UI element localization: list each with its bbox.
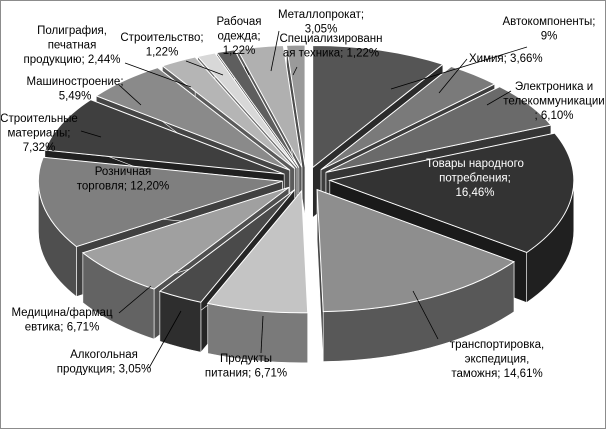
data-label-line: евтика; 6,71% (25, 322, 100, 334)
slice-4 (316, 188, 516, 313)
data-label-line: Автокомпоненты; (503, 16, 596, 28)
data-label-line: Алкогольная (70, 349, 138, 361)
leader-line-11 (124, 62, 192, 88)
data-label-13: Рабочая одежда; 1,22% (216, 16, 261, 57)
leader-line-12 (185, 60, 224, 76)
data-label-10: Машиностроение; 5,49% (26, 76, 123, 103)
data-label-line: материалы; (8, 128, 71, 140)
data-label-line: Розничная (95, 166, 151, 178)
slice-0 (312, 44, 444, 169)
data-label-line: Продукты (220, 353, 272, 365)
data-label-9: Строительные материалы; 7,32% (1, 113, 78, 154)
data-label-line: Медицина/фармац (11, 307, 112, 319)
data-label-line: экспедиция, (465, 354, 530, 366)
data-label-line: Химия; 3,66% (469, 53, 543, 65)
data-label-15: Специализированн ая техника; 1,22% (279, 33, 382, 60)
data-label-line: Полиграфия, (37, 25, 107, 37)
data-label-line: Металлопрокат; (278, 9, 364, 21)
data-label-line: Машиностроение; (26, 76, 123, 88)
slice-13 (215, 49, 300, 168)
data-label-line: 7,32% (23, 142, 56, 154)
leader-line-15 (292, 66, 298, 76)
data-label-line: телекоммуникации (503, 96, 604, 108)
data-label-line: питания; 6,71% (205, 368, 287, 380)
data-label-line: 3,05% (305, 24, 338, 36)
data-label-line: Товары народного (426, 158, 524, 170)
slice-2 (325, 86, 552, 173)
data-label-12: Строительство; 1,22% (120, 32, 203, 59)
slice-10 (95, 67, 291, 171)
data-label-line: продукция; 3,05% (57, 364, 152, 376)
data-label-line: 1,22% (146, 47, 179, 59)
data-label-line: печатная (48, 40, 97, 52)
data-label-4: транспортировка, экспедиция, таможня; 14,6… (450, 339, 544, 380)
slice-7 (81, 186, 290, 290)
data-labels: Автокомпоненты; 9% Химия; 3,66% Электроника… (1, 9, 605, 380)
slice-12 (196, 52, 298, 169)
data-label-line: Рабочая (216, 16, 261, 28)
data-label-line: таможня; 14,61% (451, 368, 542, 380)
data-label-line: торговля; 12,20% (77, 181, 169, 193)
slice-5 (206, 189, 309, 314)
leader-line-13 (244, 66, 250, 76)
data-label-line: 1,22% (223, 45, 256, 57)
data-label-line: продукцию; 2,44% (24, 54, 121, 66)
slice-6 (158, 189, 296, 303)
leader-line-10 (118, 84, 142, 106)
leader-line-4 (412, 290, 439, 340)
data-label-line: 9% (541, 31, 558, 43)
leader-lines (80, 30, 528, 369)
slice-1 (320, 65, 496, 171)
data-label-line: Строительные (1, 113, 78, 125)
data-label-6: Алкогольная продукция; 3,05% (57, 349, 152, 376)
slice-3 (328, 132, 575, 254)
data-label-5: Продукты питания; 6,71% (205, 353, 287, 380)
data-label-line: Специализированн (279, 33, 382, 45)
data-label-line: Строительство; (120, 32, 203, 44)
data-label-line: ; 6,10% (535, 110, 574, 122)
data-label-line: одежда; (217, 31, 260, 43)
leader-line-1 (438, 58, 468, 94)
slice-9 (44, 99, 285, 175)
slice-tops (37, 44, 575, 314)
slice-15 (285, 44, 306, 168)
slice-14 (236, 45, 303, 168)
leader-line-2 (486, 90, 512, 106)
data-label-14: Металлопрокат; 3,05% (278, 9, 364, 36)
leader-line-6 (148, 310, 182, 369)
data-label-line: 5,49% (59, 91, 92, 103)
data-label-line: 16,46% (455, 187, 494, 199)
leader-line-9 (80, 130, 102, 138)
data-label-3: Товары народного потребления; 16,46% (426, 158, 524, 199)
leader-line-14 (270, 30, 280, 72)
data-label-11: Полиграфия, печатная продукцию; 2,44% (24, 25, 121, 66)
data-label-line: Электроника и (515, 81, 593, 93)
data-label-0: Автокомпоненты; 9% (503, 16, 596, 43)
data-label-1: Химия; 3,66% (469, 53, 543, 65)
leader-line-7 (118, 285, 152, 314)
data-label-7: Медицина/фармац евтика; 6,71% (11, 307, 112, 334)
slice-8 (37, 156, 283, 248)
data-label-line: транспортировка, (450, 339, 544, 351)
leader-line-0 (390, 46, 528, 90)
leader-line-5 (260, 315, 264, 354)
slice-11 (161, 56, 295, 169)
data-label-2: Электроника и телекоммуникации ; 6,10% (503, 81, 604, 122)
data-label-8: Розничная торговля; 12,20% (77, 166, 169, 193)
data-label-line: потребления; (439, 173, 511, 185)
data-label-line: ая техника; 1,22% (283, 48, 379, 60)
